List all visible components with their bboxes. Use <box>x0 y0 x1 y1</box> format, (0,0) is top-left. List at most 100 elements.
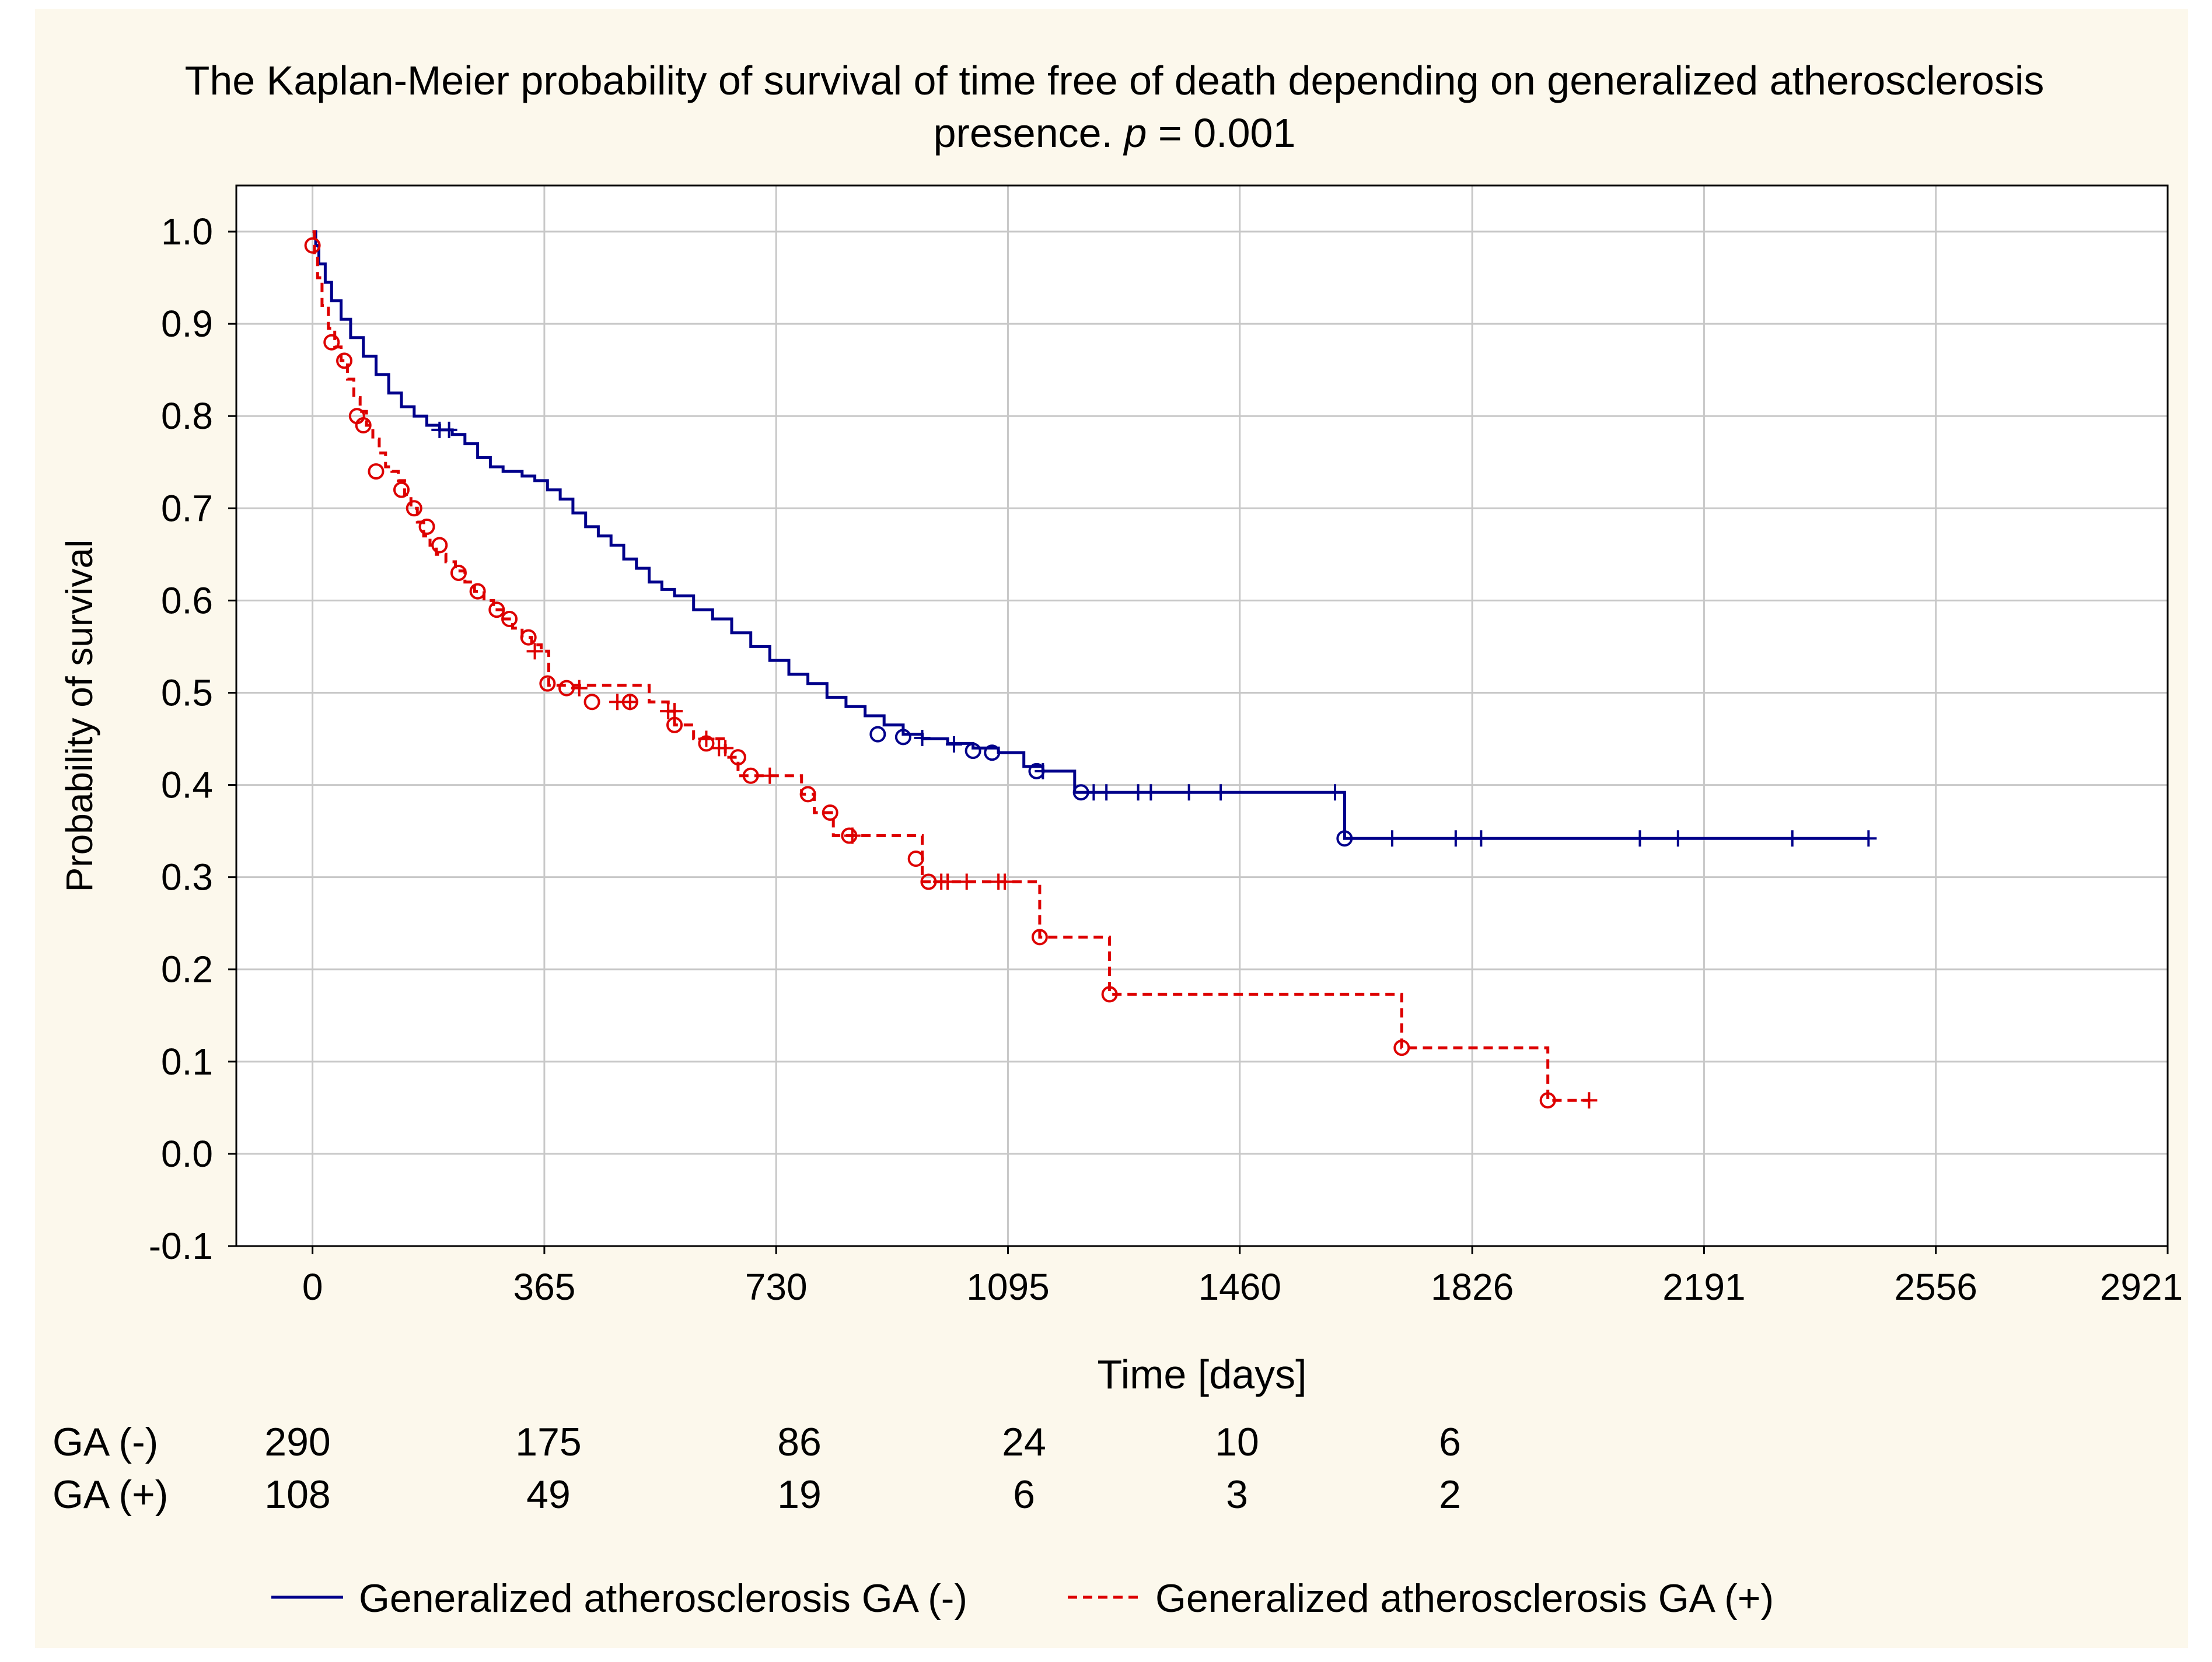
x-tick-label: 365 <box>513 1266 576 1308</box>
event-marker <box>1101 986 1118 1003</box>
event-marker <box>539 675 556 692</box>
series-layer <box>304 230 1877 1109</box>
event-marker <box>894 729 911 746</box>
risk-value: 6 <box>1439 1420 1461 1464</box>
risk-value: 108 <box>264 1472 330 1517</box>
censor-mark <box>1142 784 1159 801</box>
series-ga-pos <box>304 230 1598 1109</box>
x-tick-label: 2191 <box>1662 1266 1745 1308</box>
event-marker <box>393 481 410 498</box>
x-tick-label: 2556 <box>1895 1266 1977 1308</box>
survival-curve <box>312 230 1869 840</box>
y-tick-label: 0.3 <box>161 856 213 898</box>
censor-mark <box>1473 830 1490 847</box>
y-tick-label: 0.4 <box>161 764 213 806</box>
y-tick-label: 0.1 <box>161 1041 213 1083</box>
legend: Generalized atherosclerosis GA (-) Gener… <box>271 1576 1774 1621</box>
event-marker <box>1031 929 1048 946</box>
risk-table: GA (-) 290 175 86 24 10 6 GA (+) 108 49 19 6 3 2 <box>53 1420 1461 1517</box>
risk-value: 19 <box>777 1472 822 1517</box>
event-marker <box>920 873 937 890</box>
event-marker <box>488 601 505 618</box>
censor-mark <box>1784 830 1801 847</box>
event-marker <box>583 694 600 711</box>
event-marker <box>1028 762 1045 779</box>
censor-mark <box>441 421 457 438</box>
event-marker <box>742 767 759 784</box>
x-axis-ticks: 0 365 730 1095 1460 1826 2191 2556 2921 <box>302 1246 2183 1308</box>
risk-value: 49 <box>526 1472 571 1517</box>
series-ga-neg <box>312 230 1877 847</box>
risk-value: 6 <box>1013 1472 1035 1517</box>
risk-value: 290 <box>264 1420 330 1464</box>
event-marker <box>406 500 422 517</box>
censor-mark <box>1669 830 1686 847</box>
chart-title-line-1: The Kaplan-Meier probability of survival… <box>185 58 2045 103</box>
event-marker <box>984 744 1001 761</box>
event-marker <box>698 735 715 752</box>
title-prefix: presence. <box>934 110 1124 156</box>
censor-mark <box>1447 830 1464 847</box>
y-tick-label: -0.1 <box>149 1225 213 1267</box>
risk-value: 175 <box>515 1420 581 1464</box>
y-axis-label: Probability of survival <box>58 540 100 893</box>
risk-value: 2 <box>1439 1472 1461 1517</box>
censor-mark <box>1860 830 1877 847</box>
event-marker <box>450 564 467 581</box>
event-marker <box>799 786 816 803</box>
risk-value: 86 <box>777 1420 822 1464</box>
legend-label-ga-pos: Generalized atherosclerosis GA (+) <box>1155 1576 1774 1621</box>
grid-lines <box>236 186 2169 1247</box>
risk-value: 24 <box>1002 1420 1046 1464</box>
y-tick-label: 0.2 <box>161 949 213 991</box>
event-marker <box>368 463 385 480</box>
event-marker <box>418 518 435 535</box>
event-marker <box>469 583 486 600</box>
censor-mark <box>1212 784 1229 801</box>
x-tick-label: 730 <box>745 1266 808 1308</box>
y-axis-ticks: 1.0 0.9 0.8 0.7 0.6 0.5 0.4 0.3 0.2 0.1 0.0 -0.1 <box>149 211 236 1267</box>
y-tick-label: 0.5 <box>161 671 213 713</box>
event-marker <box>336 352 353 369</box>
chart-title-line-2: presence. p = 0.001 <box>934 110 1296 156</box>
y-tick-label: 0.0 <box>161 1133 213 1175</box>
x-tick-label: 2921 <box>2100 1266 2183 1308</box>
censor-mark <box>1383 830 1400 847</box>
event-marker <box>323 334 340 351</box>
censor-mark <box>717 740 734 757</box>
censor-mark <box>1098 784 1115 801</box>
event-marker <box>1539 1092 1556 1109</box>
event-marker <box>907 851 924 867</box>
event-marker <box>431 537 448 554</box>
y-tick-label: 0.8 <box>161 395 213 437</box>
event-marker <box>869 726 886 743</box>
censor-mark <box>1581 1092 1598 1109</box>
censor-mark <box>621 694 638 711</box>
title-p-symbol: p <box>1123 110 1147 156</box>
x-tick-label: 1095 <box>966 1266 1049 1308</box>
risk-row-label: GA (+) <box>53 1472 168 1517</box>
risk-value: 3 <box>1226 1472 1248 1517</box>
event-marker <box>621 694 638 711</box>
risk-value: 10 <box>1215 1420 1259 1464</box>
censor-mark <box>1180 784 1197 801</box>
event-marker <box>666 716 683 733</box>
legend-label-ga-neg: Generalized atherosclerosis GA (-) <box>359 1576 967 1621</box>
risk-row-label: GA (-) <box>53 1420 158 1464</box>
event-marker <box>841 827 858 844</box>
censor-mark <box>945 736 962 753</box>
event-marker <box>1393 1040 1410 1056</box>
event-marker <box>558 680 575 697</box>
censor-mark <box>1631 830 1648 847</box>
x-tick-label: 0 <box>302 1266 323 1308</box>
title-p-value: = 0.001 <box>1147 110 1295 156</box>
y-tick-label: 0.7 <box>161 487 213 529</box>
event-marker <box>965 743 981 760</box>
censor-mark <box>526 643 543 660</box>
event-marker <box>304 237 321 254</box>
x-axis-label: Time [days] <box>1097 1352 1306 1397</box>
censor-mark <box>1327 784 1344 801</box>
censor-mark <box>914 729 931 746</box>
censor-mark <box>997 873 1014 890</box>
x-tick-label: 1460 <box>1198 1266 1281 1308</box>
